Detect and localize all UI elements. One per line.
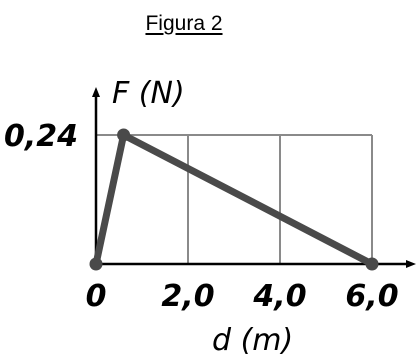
- x-tick-label: 2,0: [161, 279, 214, 314]
- data-point: [117, 128, 131, 142]
- force-line: [92, 131, 376, 268]
- y-axis-title: F (N): [112, 76, 185, 111]
- tick-labels: 0 2,0 4,0 6,0 0,24: [4, 119, 399, 314]
- x-tick-label: 6,0: [345, 279, 398, 314]
- figure-caption: Figura 2: [145, 12, 223, 35]
- x-tick-label: 0: [86, 279, 107, 314]
- data-point: [365, 257, 379, 271]
- y-tick-label: 0,24: [4, 119, 78, 154]
- x-axis-title: d (m): [212, 323, 293, 358]
- x-tick-label: 4,0: [252, 279, 306, 314]
- data-points: [89, 128, 379, 271]
- data-point: [89, 257, 103, 271]
- grid: [96, 134, 373, 264]
- axes: [92, 87, 416, 268]
- series: [92, 131, 376, 268]
